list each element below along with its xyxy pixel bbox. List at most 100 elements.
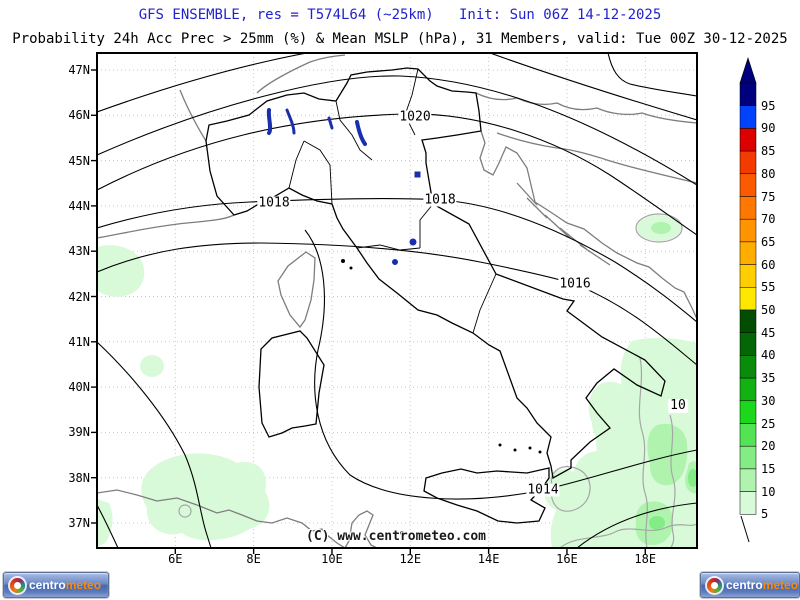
isobar-sw-corner [97, 504, 119, 548]
isobar-north-1 [97, 53, 310, 113]
colorbar-value: 25 [761, 416, 776, 431]
lake-garda [355, 120, 367, 146]
model-title: GFS ENSEMBLE, res = T574L64 (~25km) Init… [138, 7, 662, 23]
probability-shading [97, 215, 697, 548]
centrometeo-ring-icon [707, 577, 722, 593]
isobar-se-corner [576, 502, 697, 548]
colorbar-cell [739, 264, 757, 288]
green-region-ionian [550, 337, 697, 548]
colorbar-value: 15 [761, 461, 776, 476]
green-lobe-toe [544, 469, 583, 512]
austria-border [475, 92, 697, 124]
lake-bolsena [392, 259, 398, 265]
map-border [96, 52, 698, 549]
africa-coast [97, 489, 378, 548]
lat-label: 38N [68, 470, 90, 485]
lon-label: 18E [634, 552, 657, 566]
lat-label: 46N [68, 108, 90, 123]
lat-label: 40N [68, 380, 90, 395]
sicily [423, 467, 550, 524]
green-patch-adriatic-core [651, 222, 671, 234]
green-lobe-heel [588, 381, 638, 446]
colorbar-value: 70 [761, 212, 776, 227]
isobar-north-2 [97, 75, 697, 186]
copyright-text: (C) www.centrometeo.com [306, 529, 487, 544]
colorbar-cell [739, 241, 757, 265]
colorbar-value: 45 [761, 325, 776, 340]
colorbar-value: 75 [761, 189, 776, 204]
lake-como [285, 108, 296, 135]
green-dark-1 [688, 469, 697, 487]
isobar-1016 [97, 242, 697, 366]
colorbar-value: 60 [761, 257, 776, 272]
colorbar-value: 50 [761, 303, 776, 317]
colorbar-cell [739, 105, 757, 129]
colorbar-cell [739, 445, 757, 470]
colorbar-value: 65 [761, 234, 776, 249]
probability-contour-label: 10 [668, 398, 688, 413]
croatian-islands [516, 182, 611, 266]
centrometeo-logo-right[interactable]: centrometeo [700, 572, 800, 598]
lon-label: 14E [477, 552, 500, 566]
lake-trasimeno [409, 238, 417, 246]
isobar-ne-hook [607, 53, 697, 97]
green-medium-1 [647, 423, 688, 486]
isobar-1020 [97, 113, 697, 236]
lat-label: 41N [68, 334, 90, 349]
sardinia [258, 330, 325, 438]
corsica [277, 251, 316, 329]
lake-marker [414, 171, 421, 178]
green-dark-2 [649, 516, 665, 530]
colorbar-value: 40 [761, 348, 776, 363]
axis-ticks [91, 69, 646, 554]
product-title: Probability 24h Acc Prec > 25mm (%) & Me… [12, 31, 788, 47]
colorbar-arrow [739, 57, 757, 84]
isobar-1014-west [97, 341, 212, 548]
colorbar-cell [739, 309, 757, 333]
colorbar-value: 35 [761, 371, 776, 386]
colorbar-cell [739, 423, 757, 447]
colorbar-value: 10 [761, 484, 776, 499]
colorbar-cell [739, 218, 757, 243]
colorbar-cell [739, 332, 757, 356]
green-patch-left-bottom [97, 499, 113, 547]
probability-contours [178, 213, 697, 548]
green-patch-40n [140, 355, 164, 377]
lat-label: 45N [68, 153, 90, 168]
small-islands [341, 259, 542, 535]
lon-label: 8E [246, 552, 261, 566]
isobar-1014 [304, 229, 697, 500]
colorbar-cell [739, 196, 757, 220]
lat-label: 44N [68, 198, 90, 213]
lat-label: 47N [68, 63, 90, 77]
lat-label: 43N [68, 244, 90, 259]
colorbar-cell [739, 128, 757, 152]
lat-label: 42N [68, 289, 90, 304]
colorbar-cell [739, 377, 757, 402]
lakes [266, 108, 421, 265]
isobar-label-1016: 1016 [558, 276, 592, 292]
colorbar-tail [740, 515, 750, 543]
colorbar [739, 57, 757, 543]
lon-label: 10E [321, 552, 343, 566]
colorbar-cell [739, 287, 757, 311]
lon-label: 16E [556, 552, 578, 566]
colorbar-value: 80 [761, 166, 776, 181]
colorbar-value: 55 [761, 280, 776, 295]
logo-text: centrometeo [29, 578, 102, 592]
colorbar-value: 85 [761, 144, 776, 159]
colorbar-cell [739, 355, 757, 379]
swiss-border [256, 54, 346, 94]
colorbar-cell [739, 150, 757, 175]
balkan-coast [479, 130, 697, 320]
centrometeo-logo-left[interactable]: centrometeo [3, 572, 109, 598]
lake-iseo [327, 116, 334, 130]
colorbar-cell [739, 82, 757, 106]
colorbar-value: 90 [761, 121, 776, 136]
slovenia-border [496, 132, 697, 184]
colorbar-value: 95 [761, 98, 776, 113]
isobar-label-1014: 1014 [526, 482, 560, 498]
isobar-label-1020: 1020 [398, 109, 432, 125]
